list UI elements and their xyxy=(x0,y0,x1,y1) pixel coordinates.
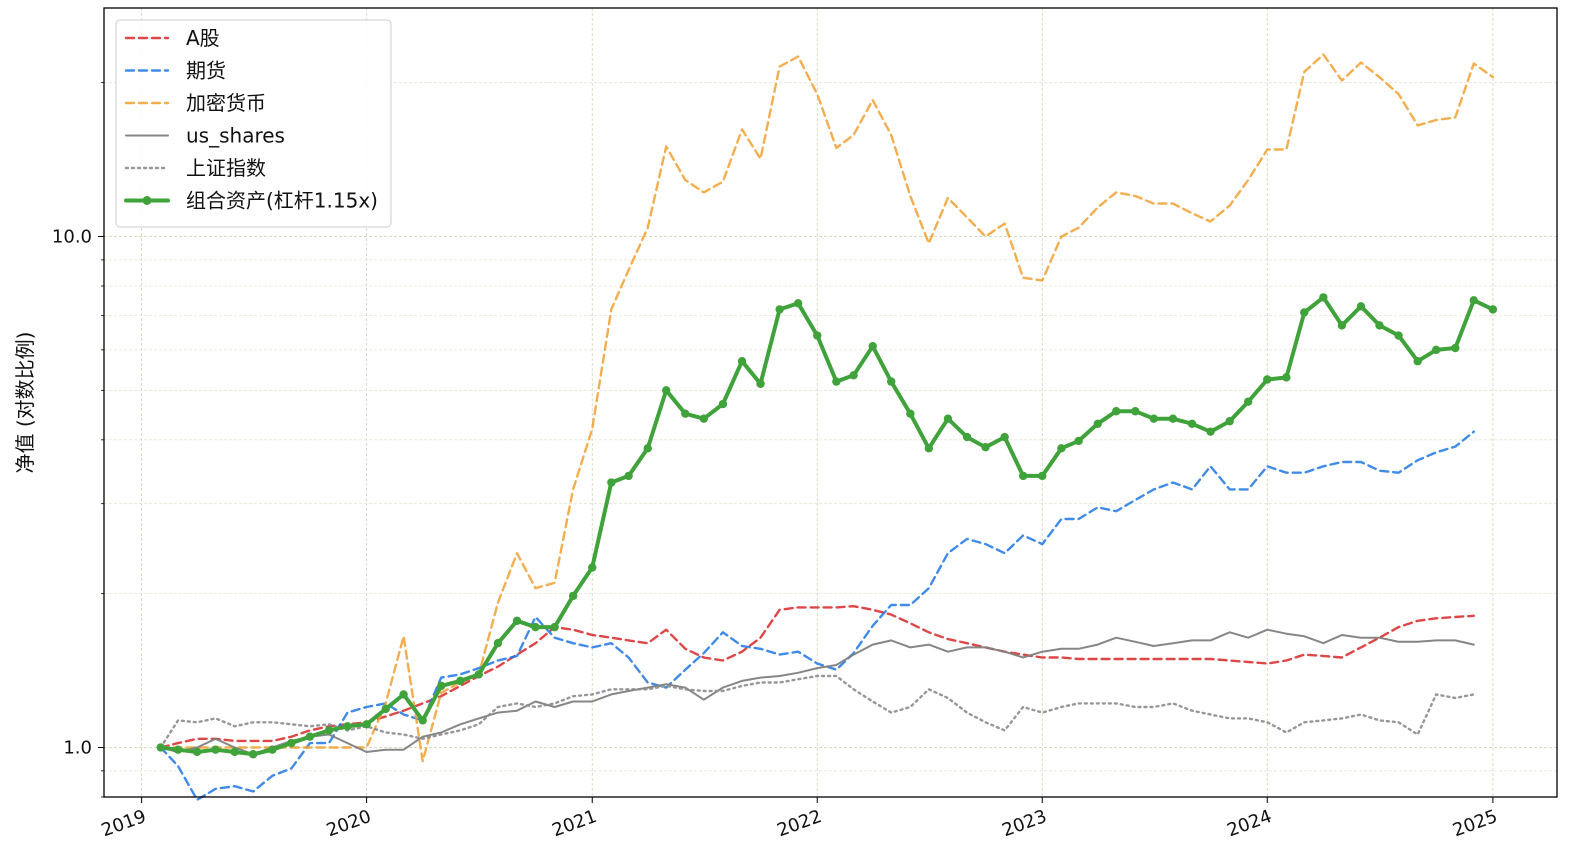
legend-entry-label: 上证指数 xyxy=(186,156,266,180)
y-axis-label: 净值 (对数比例) xyxy=(13,332,37,474)
series-point xyxy=(550,622,559,632)
y-tick-label: 1.0 xyxy=(63,737,92,758)
legend-box xyxy=(115,19,392,228)
series-point xyxy=(1131,407,1140,416)
series-point xyxy=(887,377,896,386)
series-point xyxy=(381,704,390,714)
series-point xyxy=(813,331,822,340)
series-point xyxy=(1451,343,1460,353)
series-point xyxy=(1413,357,1422,366)
series-point xyxy=(624,471,633,481)
x-tick-label: 2025 xyxy=(1450,806,1500,841)
series-point xyxy=(588,563,597,572)
series-point xyxy=(1149,414,1159,423)
y-tick-label: 10.0 xyxy=(52,226,92,247)
series-point xyxy=(943,414,953,423)
series-point xyxy=(1112,407,1121,416)
series-point xyxy=(662,386,671,395)
x-tick-label: 2020 xyxy=(324,806,374,841)
series-point xyxy=(1000,432,1009,442)
series-point xyxy=(1337,321,1347,330)
series-lines xyxy=(156,53,1498,801)
series-point xyxy=(418,716,427,725)
legend-entry-label: 组合资产(杠杆1.15x) xyxy=(186,189,378,213)
series-point xyxy=(268,745,277,754)
series-point xyxy=(699,414,709,423)
series-point xyxy=(1282,373,1291,382)
series-point xyxy=(437,681,446,691)
series-point xyxy=(493,638,503,648)
series-point xyxy=(607,478,616,487)
series-point xyxy=(192,747,202,757)
series-point xyxy=(1093,419,1102,428)
series-point xyxy=(156,743,165,752)
legend-entry-label: 期货 xyxy=(186,59,226,83)
series-line-1 xyxy=(159,430,1475,801)
series-point xyxy=(1394,331,1403,340)
series-point xyxy=(1057,444,1066,453)
series-point xyxy=(981,442,990,452)
series-point xyxy=(793,299,803,308)
series-point xyxy=(568,591,578,601)
series-point xyxy=(868,341,877,351)
series-point xyxy=(474,670,484,679)
series-point xyxy=(1187,419,1197,428)
series-point xyxy=(399,690,408,699)
series-point xyxy=(681,409,690,418)
series-point xyxy=(643,444,652,453)
series-point xyxy=(211,745,220,754)
series-point xyxy=(1469,296,1478,305)
x-tick-label: 2022 xyxy=(774,806,824,841)
series-point xyxy=(1038,471,1047,481)
series-point xyxy=(1300,308,1309,317)
legend-entry-label: 加密货币 xyxy=(186,91,266,115)
series-point xyxy=(512,616,522,625)
x-tick-label: 2023 xyxy=(999,806,1049,841)
series-point xyxy=(1356,302,1366,311)
series-point xyxy=(775,305,784,314)
series-point xyxy=(1319,293,1328,302)
series-point xyxy=(718,399,728,409)
series-point xyxy=(1488,305,1498,314)
series-line-4 xyxy=(159,674,1475,749)
series-point xyxy=(1225,417,1234,426)
series-point xyxy=(248,750,258,759)
series-point xyxy=(906,409,915,418)
series-point xyxy=(230,747,239,757)
series-point xyxy=(756,379,765,388)
x-tick-label: 2021 xyxy=(549,806,599,841)
series-point xyxy=(849,371,858,380)
legend-entry-label: A股 xyxy=(186,26,220,50)
x-tick-label: 2019 xyxy=(99,806,149,841)
series-line-5 xyxy=(158,295,1495,757)
legend-entry-label: us_shares xyxy=(186,124,285,148)
series-point xyxy=(1074,436,1083,446)
series-point xyxy=(324,726,334,735)
series-point xyxy=(343,722,352,731)
series-point xyxy=(456,676,465,686)
series-point xyxy=(531,622,540,632)
series-point xyxy=(1243,397,1253,406)
series-point xyxy=(362,720,371,729)
legend-marker xyxy=(142,196,152,205)
plot-frame xyxy=(103,7,1558,798)
series-point xyxy=(1018,471,1028,481)
series-point xyxy=(1206,427,1215,436)
series-point xyxy=(1375,321,1384,330)
series-point xyxy=(1431,345,1441,355)
series-point xyxy=(1263,375,1272,384)
series-line-3 xyxy=(159,628,1475,756)
series-point xyxy=(305,732,315,741)
series-point xyxy=(1168,414,1178,423)
series-point xyxy=(962,432,972,442)
series-point xyxy=(924,444,934,453)
series-point xyxy=(173,745,183,754)
x-tick-label: 2024 xyxy=(1224,806,1274,841)
series-point xyxy=(737,357,747,366)
series-point xyxy=(832,377,841,386)
series-point xyxy=(287,738,296,748)
